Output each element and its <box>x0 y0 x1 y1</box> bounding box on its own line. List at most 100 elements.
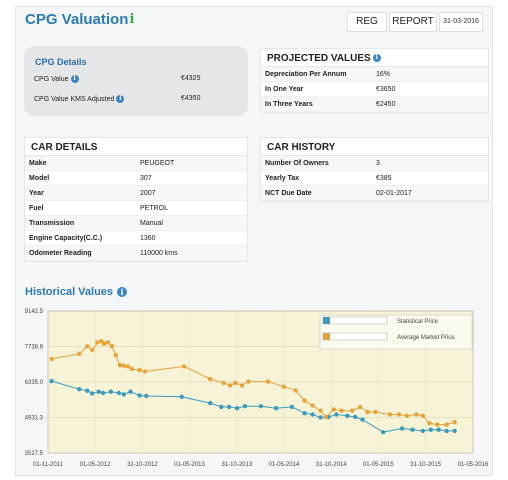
data-point <box>318 415 323 420</box>
data-point <box>435 422 440 427</box>
data-point <box>105 340 111 345</box>
historical-values-title: Historical Values i <box>25 286 128 298</box>
data-point <box>353 414 358 420</box>
x-tick-label: 01-05-2016 <box>458 462 489 468</box>
data-point <box>265 379 271 384</box>
data-point <box>137 393 142 398</box>
data-point <box>101 341 107 346</box>
data-point <box>144 393 149 399</box>
info-icon[interactable]: i <box>129 12 135 27</box>
x-tick-label: 01-05-2014 <box>269 462 300 468</box>
table-row: Odometer Reading 110000 kms <box>25 246 247 261</box>
table-row: Make PEUGEOT <box>25 156 247 171</box>
legend-track <box>322 332 388 341</box>
data-point <box>77 387 82 392</box>
cpg-kms-label: CPG Value KMS Adjusted i <box>34 95 125 103</box>
table-row: Yearly Tax €385 <box>261 171 488 186</box>
data-point <box>399 426 405 431</box>
data-point <box>420 428 425 434</box>
data-point <box>427 421 432 426</box>
x-tick-label: 31-10-2012 <box>127 462 158 468</box>
data-point <box>436 427 441 432</box>
data-point <box>221 380 226 386</box>
page-title: CPG Valuation <box>25 11 129 28</box>
data-point <box>345 413 350 418</box>
data-point <box>179 394 184 399</box>
y-tick-label: 4931.3 <box>25 415 44 421</box>
data-point <box>273 406 279 411</box>
table-row: Transmission Manual <box>25 216 247 231</box>
reg-button[interactable]: REG <box>347 12 387 32</box>
data-point <box>117 363 123 368</box>
data-point <box>410 427 415 432</box>
data-point <box>96 389 101 394</box>
data-point <box>77 351 82 356</box>
table-row: Fuel PETROL <box>25 201 247 216</box>
report-date: 31-03-2016 <box>439 12 483 32</box>
legend-swatch <box>323 333 330 340</box>
info-icon[interactable]: i <box>116 95 125 103</box>
data-point <box>373 409 378 415</box>
x-tick-label: 01-11-2011 <box>33 462 63 468</box>
info-icon[interactable]: i <box>372 54 381 63</box>
car-history-panel: CAR HISTORY Number Of Owners 3 Yearly Tax… <box>260 137 489 202</box>
table-row: Year 2007 <box>25 186 247 201</box>
table-row: Engine Capacity(C.C.) 1360 <box>25 231 247 246</box>
data-point <box>444 422 449 427</box>
data-point <box>258 404 264 409</box>
table-row: In Three Years €2450 <box>261 97 488 112</box>
data-point <box>239 383 245 388</box>
cpg-details-box: CPG Details CPG Value i €4325 CPG Value K… <box>24 46 248 116</box>
cpg-details-title: CPG Details <box>35 57 87 67</box>
data-point <box>414 412 419 417</box>
data-point <box>360 417 365 422</box>
y-tick-label: 6335.0 <box>25 380 44 386</box>
data-point <box>100 390 106 396</box>
projected-values-panel: PROJECTED VALUES i Depreciation Per Annum… <box>260 48 489 113</box>
data-point <box>420 413 425 418</box>
table-row: Depreciation Per Annum 16% <box>261 67 488 82</box>
data-point <box>121 363 127 368</box>
projected-values-title: PROJECTED VALUES i <box>261 49 488 67</box>
data-point <box>226 404 232 410</box>
data-point <box>310 403 315 408</box>
info-icon[interactable]: i <box>70 75 79 83</box>
x-tick-label: 01-05-2012 <box>80 462 111 468</box>
report-button[interactable]: REPORT <box>389 12 437 32</box>
data-point <box>219 404 224 410</box>
data-point <box>404 413 410 418</box>
data-point <box>113 352 119 358</box>
x-tick-label: 01-05-2013 <box>174 462 205 468</box>
car-details-panel: CAR DETAILS Make PEUGEOT Model 307 Year 200… <box>24 137 248 262</box>
data-point <box>302 398 307 403</box>
data-point <box>109 344 115 349</box>
data-point <box>233 380 238 386</box>
data-point <box>95 340 100 345</box>
data-point <box>381 430 386 435</box>
data-point <box>444 428 449 434</box>
cpg-kms-value: €4350 <box>181 95 201 102</box>
data-point <box>318 408 323 413</box>
data-point <box>137 368 142 373</box>
data-point <box>85 344 90 349</box>
legend-swatch <box>323 317 330 324</box>
data-point <box>289 404 295 410</box>
data-point <box>428 427 433 432</box>
table-row: In One Year €3650 <box>261 82 488 97</box>
data-point <box>331 407 336 412</box>
data-point <box>396 412 402 417</box>
data-point <box>242 404 248 409</box>
data-point <box>129 366 134 372</box>
data-point <box>387 412 393 417</box>
table-row: Number Of Owners 3 <box>261 156 488 171</box>
data-point <box>302 411 307 416</box>
info-icon[interactable]: i <box>117 287 128 298</box>
x-tick-label: 01-05-2015 <box>363 462 394 468</box>
data-point <box>365 409 370 415</box>
x-tick-label: 31-10-2013 <box>221 462 252 468</box>
car-details-title: CAR DETAILS <box>25 138 247 156</box>
data-point <box>452 428 457 434</box>
cpg-value: €4325 <box>181 75 201 82</box>
data-point <box>108 389 114 394</box>
legend-label: Statistical Price <box>397 319 439 325</box>
